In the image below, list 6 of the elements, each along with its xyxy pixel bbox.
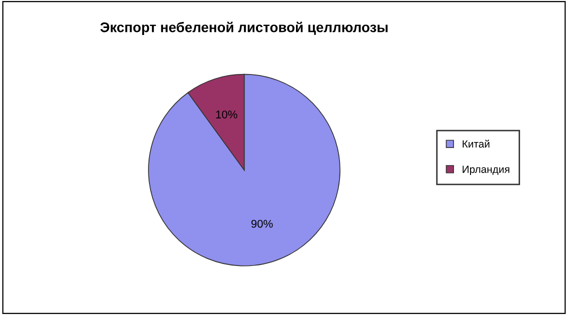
- chart-title: Экспорт небеленой листовой целлюлозы: [100, 22, 388, 35]
- legend-label: Китай: [462, 140, 490, 148]
- data-label: 90%: [251, 220, 273, 228]
- legend-label: Ирландия: [462, 166, 510, 176]
- data-label: 10%: [216, 110, 238, 118]
- pie-slice: [148, 74, 340, 266]
